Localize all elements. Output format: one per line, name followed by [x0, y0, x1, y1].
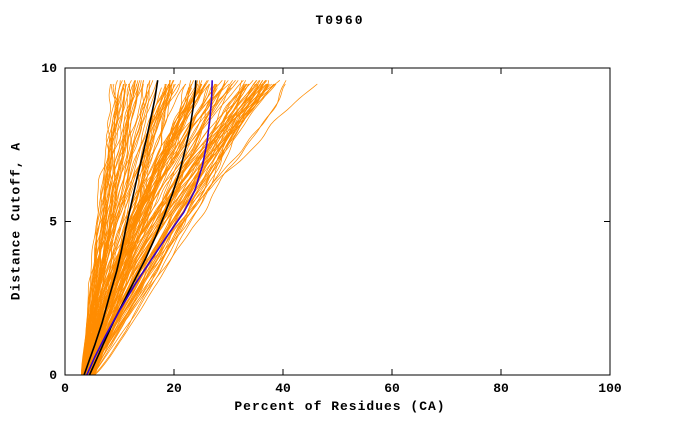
x-axis-label: Percent of Residues (CA) — [234, 399, 446, 414]
ensemble-curve — [84, 83, 132, 376]
ensemble-curve — [92, 80, 287, 376]
blue-model-curve — [86, 80, 213, 376]
ensemble-curve — [83, 83, 111, 376]
ensemble-curve — [89, 83, 270, 376]
ensemble-curve — [94, 87, 190, 376]
y-axis-label: Distance Cutoff, A — [8, 141, 24, 301]
x-tick-label: 80 — [493, 381, 509, 396]
x-tick-label: 40 — [275, 381, 291, 396]
y-tick-label: 0 — [49, 368, 57, 383]
ensemble-curves — [81, 80, 318, 376]
black-model-2-curve — [88, 80, 197, 376]
ensemble-curve — [93, 80, 247, 376]
ensemble-curve — [83, 83, 286, 376]
ensemble-curve — [92, 83, 267, 376]
ensemble-curve — [91, 83, 149, 376]
y-tick-label: 10 — [41, 61, 57, 76]
ensemble-curve — [82, 80, 260, 376]
ensemble-curve — [82, 83, 128, 376]
black-model-1-curve — [83, 80, 159, 376]
y-tick-label: 5 — [49, 215, 57, 230]
ensemble-curve — [92, 83, 268, 376]
ensemble-curve — [83, 87, 151, 376]
axis-ticks: 0 20 40 60 80 100 0 5 10 — [41, 61, 622, 396]
ensemble-curve — [85, 80, 281, 376]
ensemble-curve — [81, 80, 171, 376]
ensemble-curve — [93, 83, 256, 376]
x-tick-label: 100 — [598, 381, 622, 396]
highlighted-curves — [83, 80, 213, 376]
ensemble-curve — [93, 80, 261, 376]
x-tick-label: 60 — [384, 381, 400, 396]
ensemble-curve — [82, 80, 151, 376]
chart-title: T0960 — [315, 13, 365, 28]
ensemble-curve — [84, 83, 263, 376]
x-tick-label: 20 — [166, 381, 182, 396]
ensemble-curve — [91, 83, 187, 376]
x-tick-label: 0 — [61, 381, 69, 396]
